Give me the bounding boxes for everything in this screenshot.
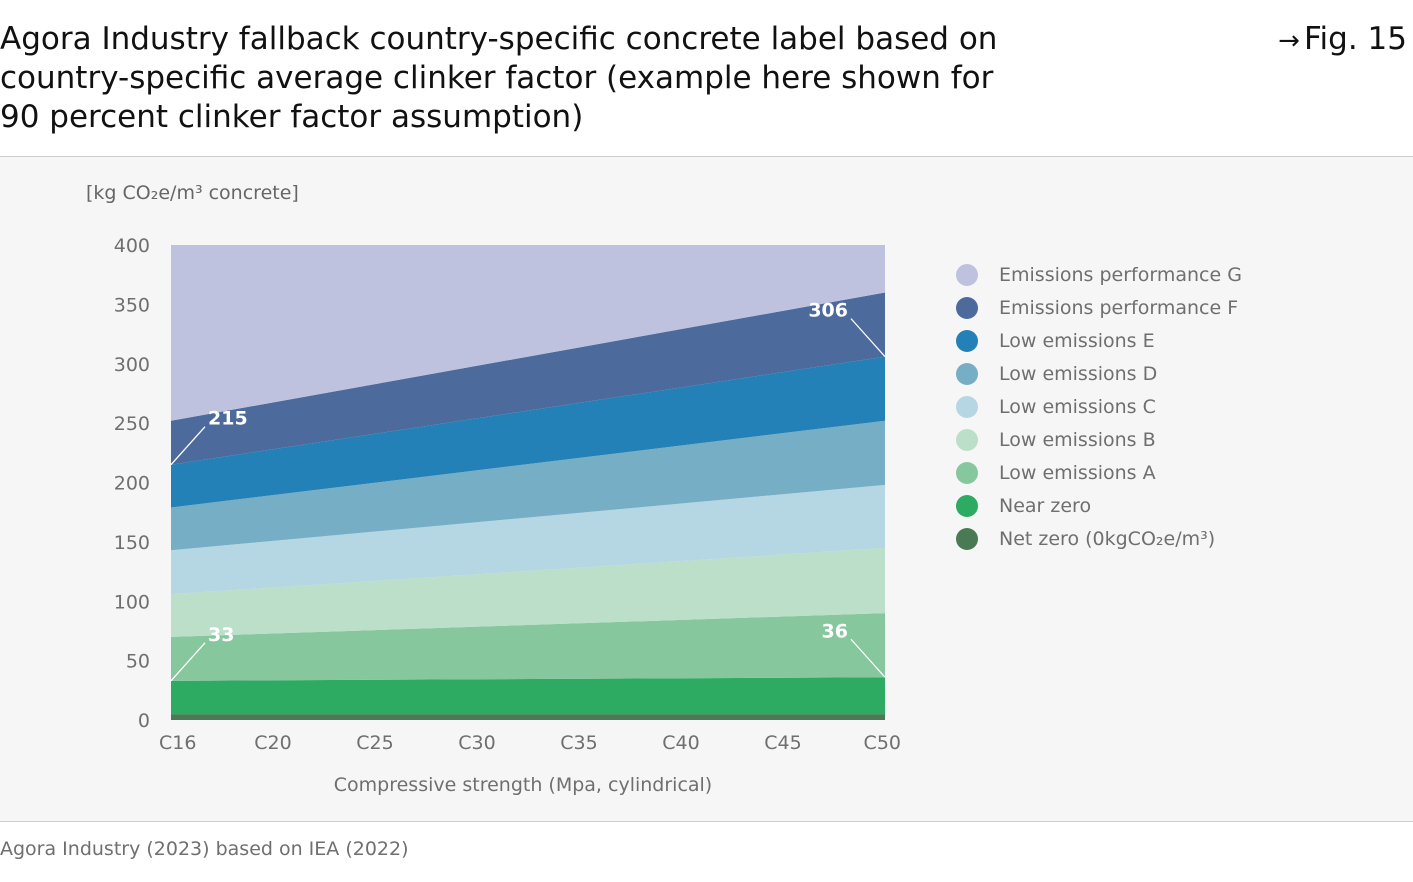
data-annotations: 215 306 33 36	[170, 300, 886, 682]
x-axis-title: Compressive strength (Mpa, cylindrical)	[334, 774, 712, 796]
area-band-low-emissions-e	[171, 356, 885, 508]
annotation-leader-line	[170, 426, 206, 466]
y-tick-label: 350	[114, 294, 150, 316]
x-tick-label: C50	[864, 732, 901, 754]
legend-item: Low emissions E	[956, 324, 1242, 357]
annotation-leader-line	[170, 642, 206, 682]
y-tick-label: 250	[114, 413, 150, 435]
data-label: 306	[808, 300, 848, 322]
legend-label: Emissions performance G	[999, 263, 1242, 286]
annotation-leader-line	[850, 318, 886, 358]
x-tick-label: C25	[356, 732, 393, 754]
legend-swatch-icon	[956, 329, 978, 352]
legend-label: Emissions performance F	[999, 296, 1239, 319]
legend-label: Low emissions E	[999, 329, 1155, 352]
legend: Emissions performance G Emissions perform…	[956, 258, 1242, 555]
y-tick-label: 100	[114, 591, 150, 613]
area-band-net-zero-0kgco-e-m	[171, 714, 885, 720]
y-axis-ticks: 0 50 100 150 200 250 300 350 400	[114, 235, 150, 732]
area-band-low-emissions-c	[171, 484, 885, 595]
area-band-low-emissions-a	[171, 613, 885, 681]
y-tick-label: 200	[114, 473, 150, 495]
data-label: 215	[208, 408, 248, 430]
legend-item: Low emissions B	[956, 423, 1242, 456]
area-band-near-zero	[171, 677, 885, 715]
y-tick-label: 300	[114, 354, 150, 376]
figure-reference: → Fig. 15	[1278, 20, 1407, 61]
chart-title: Agora Industry fallback country-specific…	[0, 21, 998, 135]
x-tick-label: C40	[662, 732, 699, 754]
y-tick-label: 150	[114, 532, 150, 554]
y-tick-label: 400	[114, 235, 150, 257]
legend-item: Emissions performance G	[956, 258, 1242, 291]
x-tick-label: C30	[458, 732, 495, 754]
legend-swatch-icon	[956, 461, 978, 484]
legend-item: Net zero (0kgCO₂e/m³)	[956, 522, 1242, 555]
data-label: 33	[208, 624, 234, 646]
x-axis-ticks: C16 C20 C25 C30 C35 C40 C45 C50	[159, 732, 901, 754]
legend-label: Near zero	[999, 494, 1092, 517]
legend-label: Low emissions A	[999, 461, 1156, 484]
legend-item: Near zero	[956, 489, 1242, 522]
legend-swatch-icon	[956, 527, 978, 550]
area-band-emissions-performance-g	[171, 245, 885, 421]
legend-item: Low emissions A	[956, 456, 1242, 489]
legend-swatch-icon	[956, 362, 978, 385]
legend-swatch-icon	[956, 395, 978, 418]
x-tick-label: C20	[254, 732, 291, 754]
legend-label: Low emissions B	[999, 428, 1156, 451]
legend-item: Low emissions C	[956, 390, 1242, 423]
legend-item: Emissions performance F	[956, 291, 1242, 324]
legend-swatch-icon	[956, 263, 978, 286]
x-tick-label: C35	[560, 732, 597, 754]
area-bands	[171, 245, 885, 720]
legend-swatch-icon	[956, 428, 978, 451]
legend-swatch-icon	[956, 296, 978, 319]
x-tick-label: C45	[764, 732, 801, 754]
area-band-emissions-performance-f	[171, 292, 885, 465]
figure-number: Fig. 15	[1303, 21, 1407, 57]
x-tick-label: C16	[159, 732, 196, 754]
area-band-low-emissions-b	[171, 547, 885, 637]
legend-item: Low emissions D	[956, 357, 1242, 390]
arrow-right-icon: →	[1278, 26, 1300, 56]
data-label: 36	[822, 620, 848, 642]
legend-label: Net zero (0kgCO₂e/m³)	[999, 527, 1216, 550]
area-band-low-emissions-d	[171, 420, 885, 551]
source-note: Agora Industry (2023) based on IEA (2022…	[0, 838, 409, 860]
y-tick-label: 50	[126, 651, 150, 673]
y-axis-unit-label: [kg CO₂e/m³ concrete]	[86, 182, 299, 204]
y-tick-label: 0	[138, 710, 150, 732]
annotation-leader-line	[850, 638, 886, 678]
legend-swatch-icon	[956, 494, 978, 517]
legend-label: Low emissions C	[999, 395, 1156, 418]
legend-label: Low emissions D	[999, 362, 1158, 385]
